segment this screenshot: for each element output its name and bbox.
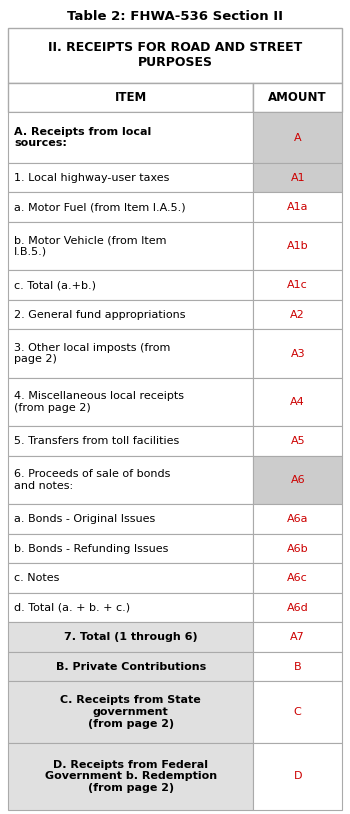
Bar (8, 563, 253, 593)
Bar (8, 83, 253, 112)
Bar (8, 456, 253, 505)
Text: A6c: A6c (287, 573, 308, 583)
Text: II. RECEIPTS FOR ROAD AND STREET
PURPOSES: II. RECEIPTS FOR ROAD AND STREET PURPOSE… (48, 42, 302, 69)
Text: A: A (294, 133, 302, 142)
Bar (253, 330, 342, 378)
Bar (8, 534, 253, 563)
Text: D. Receipts from Federal
Government b. Redemption
(from page 2): D. Receipts from Federal Government b. R… (45, 759, 217, 793)
Text: A1a: A1a (287, 202, 308, 212)
Bar (253, 623, 342, 652)
Text: C. Receipts from State
government
(from page 2): C. Receipts from State government (from … (60, 695, 201, 729)
Bar (8, 330, 253, 378)
Text: b. Motor Vehicle (from Item
I.B.5.): b. Motor Vehicle (from Item I.B.5.) (14, 235, 167, 257)
Bar (253, 593, 342, 623)
Bar (253, 83, 342, 112)
Bar (253, 270, 342, 300)
Text: b. Bonds - Refunding Issues: b. Bonds - Refunding Issues (14, 544, 168, 554)
Text: Table 2: FHWA-536 Section II: Table 2: FHWA-536 Section II (67, 11, 283, 24)
Bar (8, 222, 253, 270)
Bar (253, 563, 342, 593)
Text: A5: A5 (290, 436, 305, 446)
Text: A4: A4 (290, 397, 305, 407)
Text: B: B (294, 662, 302, 672)
Bar (8, 742, 253, 810)
Text: c. Total (a.+b.): c. Total (a.+b.) (14, 280, 96, 290)
Text: 5. Transfers from toll facilities: 5. Transfers from toll facilities (14, 436, 179, 446)
Bar (253, 456, 342, 505)
Bar (8, 192, 253, 222)
Text: 6. Proceeds of sale of bonds
and notes:: 6. Proceeds of sale of bonds and notes: (14, 470, 170, 491)
Text: 3. Other local imposts (from
page 2): 3. Other local imposts (from page 2) (14, 343, 170, 365)
Text: B. Private Contributions: B. Private Contributions (56, 662, 206, 672)
Bar (253, 192, 342, 222)
Bar (8, 300, 253, 330)
Bar (253, 652, 342, 681)
Text: 1. Local highway-user taxes: 1. Local highway-user taxes (14, 173, 169, 182)
Text: A2: A2 (290, 309, 305, 320)
Text: A6b: A6b (287, 544, 309, 554)
Text: A. Receipts from local
sources:: A. Receipts from local sources: (14, 127, 151, 148)
Text: A1b: A1b (287, 241, 309, 252)
Text: 2. General fund appropriations: 2. General fund appropriations (14, 309, 186, 320)
Bar (8, 163, 253, 192)
Bar (8, 593, 253, 623)
Bar (8, 270, 253, 300)
Bar (253, 378, 342, 427)
Text: a. Bonds - Original Issues: a. Bonds - Original Issues (14, 514, 155, 524)
Text: A6d: A6d (287, 602, 309, 613)
Bar (253, 742, 342, 810)
Bar (8, 681, 253, 742)
Bar (253, 681, 342, 742)
Text: A1: A1 (290, 173, 305, 182)
Text: AMOUNT: AMOUNT (268, 91, 327, 104)
Bar (253, 505, 342, 534)
Text: C: C (294, 707, 302, 717)
Text: A6: A6 (290, 475, 305, 485)
Text: c. Notes: c. Notes (14, 573, 60, 583)
Bar (8, 427, 253, 456)
Text: D: D (294, 772, 302, 781)
Text: a. Motor Fuel (from Item I.A.5.): a. Motor Fuel (from Item I.A.5.) (14, 202, 186, 212)
Bar (253, 300, 342, 330)
Text: A1c: A1c (287, 280, 308, 290)
Bar (253, 222, 342, 270)
Text: A6a: A6a (287, 514, 308, 524)
Bar (8, 623, 253, 652)
Text: ITEM: ITEM (114, 91, 147, 104)
Bar (253, 534, 342, 563)
Text: 4. Miscellaneous local receipts
(from page 2): 4. Miscellaneous local receipts (from pa… (14, 392, 184, 413)
Text: A3: A3 (290, 348, 305, 359)
Bar (253, 112, 342, 163)
Bar (8, 505, 253, 534)
Bar (8, 28, 342, 83)
Bar (8, 652, 253, 681)
Bar (253, 163, 342, 192)
Text: A7: A7 (290, 632, 305, 642)
Text: d. Total (a. + b. + c.): d. Total (a. + b. + c.) (14, 602, 130, 613)
Bar (253, 427, 342, 456)
Bar (8, 378, 253, 427)
Bar (8, 112, 253, 163)
Text: 7. Total (1 through 6): 7. Total (1 through 6) (64, 632, 197, 642)
